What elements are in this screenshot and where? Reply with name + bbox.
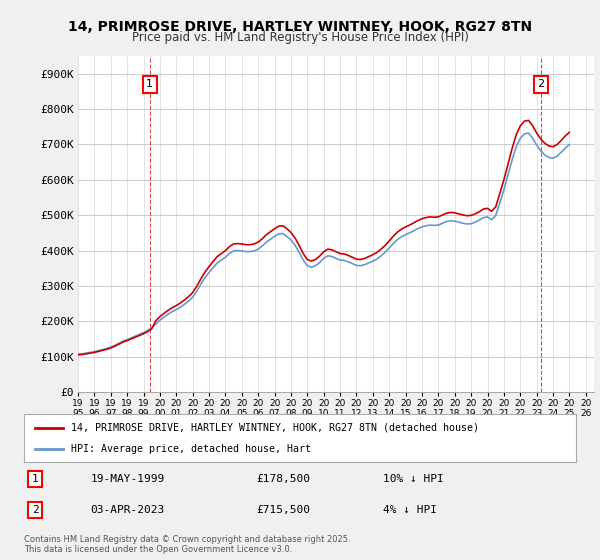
Text: 14, PRIMROSE DRIVE, HARTLEY WINTNEY, HOOK, RG27 8TN: 14, PRIMROSE DRIVE, HARTLEY WINTNEY, HOO… xyxy=(68,20,532,34)
Text: 03-APR-2023: 03-APR-2023 xyxy=(90,505,164,515)
Text: 14, PRIMROSE DRIVE, HARTLEY WINTNEY, HOOK, RG27 8TN (detached house): 14, PRIMROSE DRIVE, HARTLEY WINTNEY, HOO… xyxy=(71,423,479,433)
Text: £715,500: £715,500 xyxy=(256,505,310,515)
Text: £178,500: £178,500 xyxy=(256,474,310,484)
Text: Price paid vs. HM Land Registry's House Price Index (HPI): Price paid vs. HM Land Registry's House … xyxy=(131,31,469,44)
Text: 19-MAY-1999: 19-MAY-1999 xyxy=(90,474,164,484)
Text: HPI: Average price, detached house, Hart: HPI: Average price, detached house, Hart xyxy=(71,444,311,454)
Text: 2: 2 xyxy=(32,505,38,515)
Text: 1: 1 xyxy=(32,474,38,484)
Text: 4% ↓ HPI: 4% ↓ HPI xyxy=(383,505,437,515)
Text: 10% ↓ HPI: 10% ↓ HPI xyxy=(383,474,443,484)
Text: Contains HM Land Registry data © Crown copyright and database right 2025.
This d: Contains HM Land Registry data © Crown c… xyxy=(24,535,350,554)
Text: 1: 1 xyxy=(146,80,153,89)
Text: 2: 2 xyxy=(537,80,544,89)
